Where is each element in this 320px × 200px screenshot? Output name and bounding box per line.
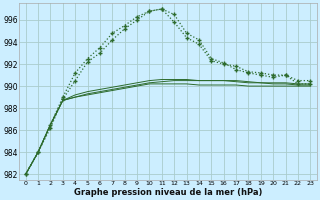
X-axis label: Graphe pression niveau de la mer (hPa): Graphe pression niveau de la mer (hPa) xyxy=(74,188,262,197)
